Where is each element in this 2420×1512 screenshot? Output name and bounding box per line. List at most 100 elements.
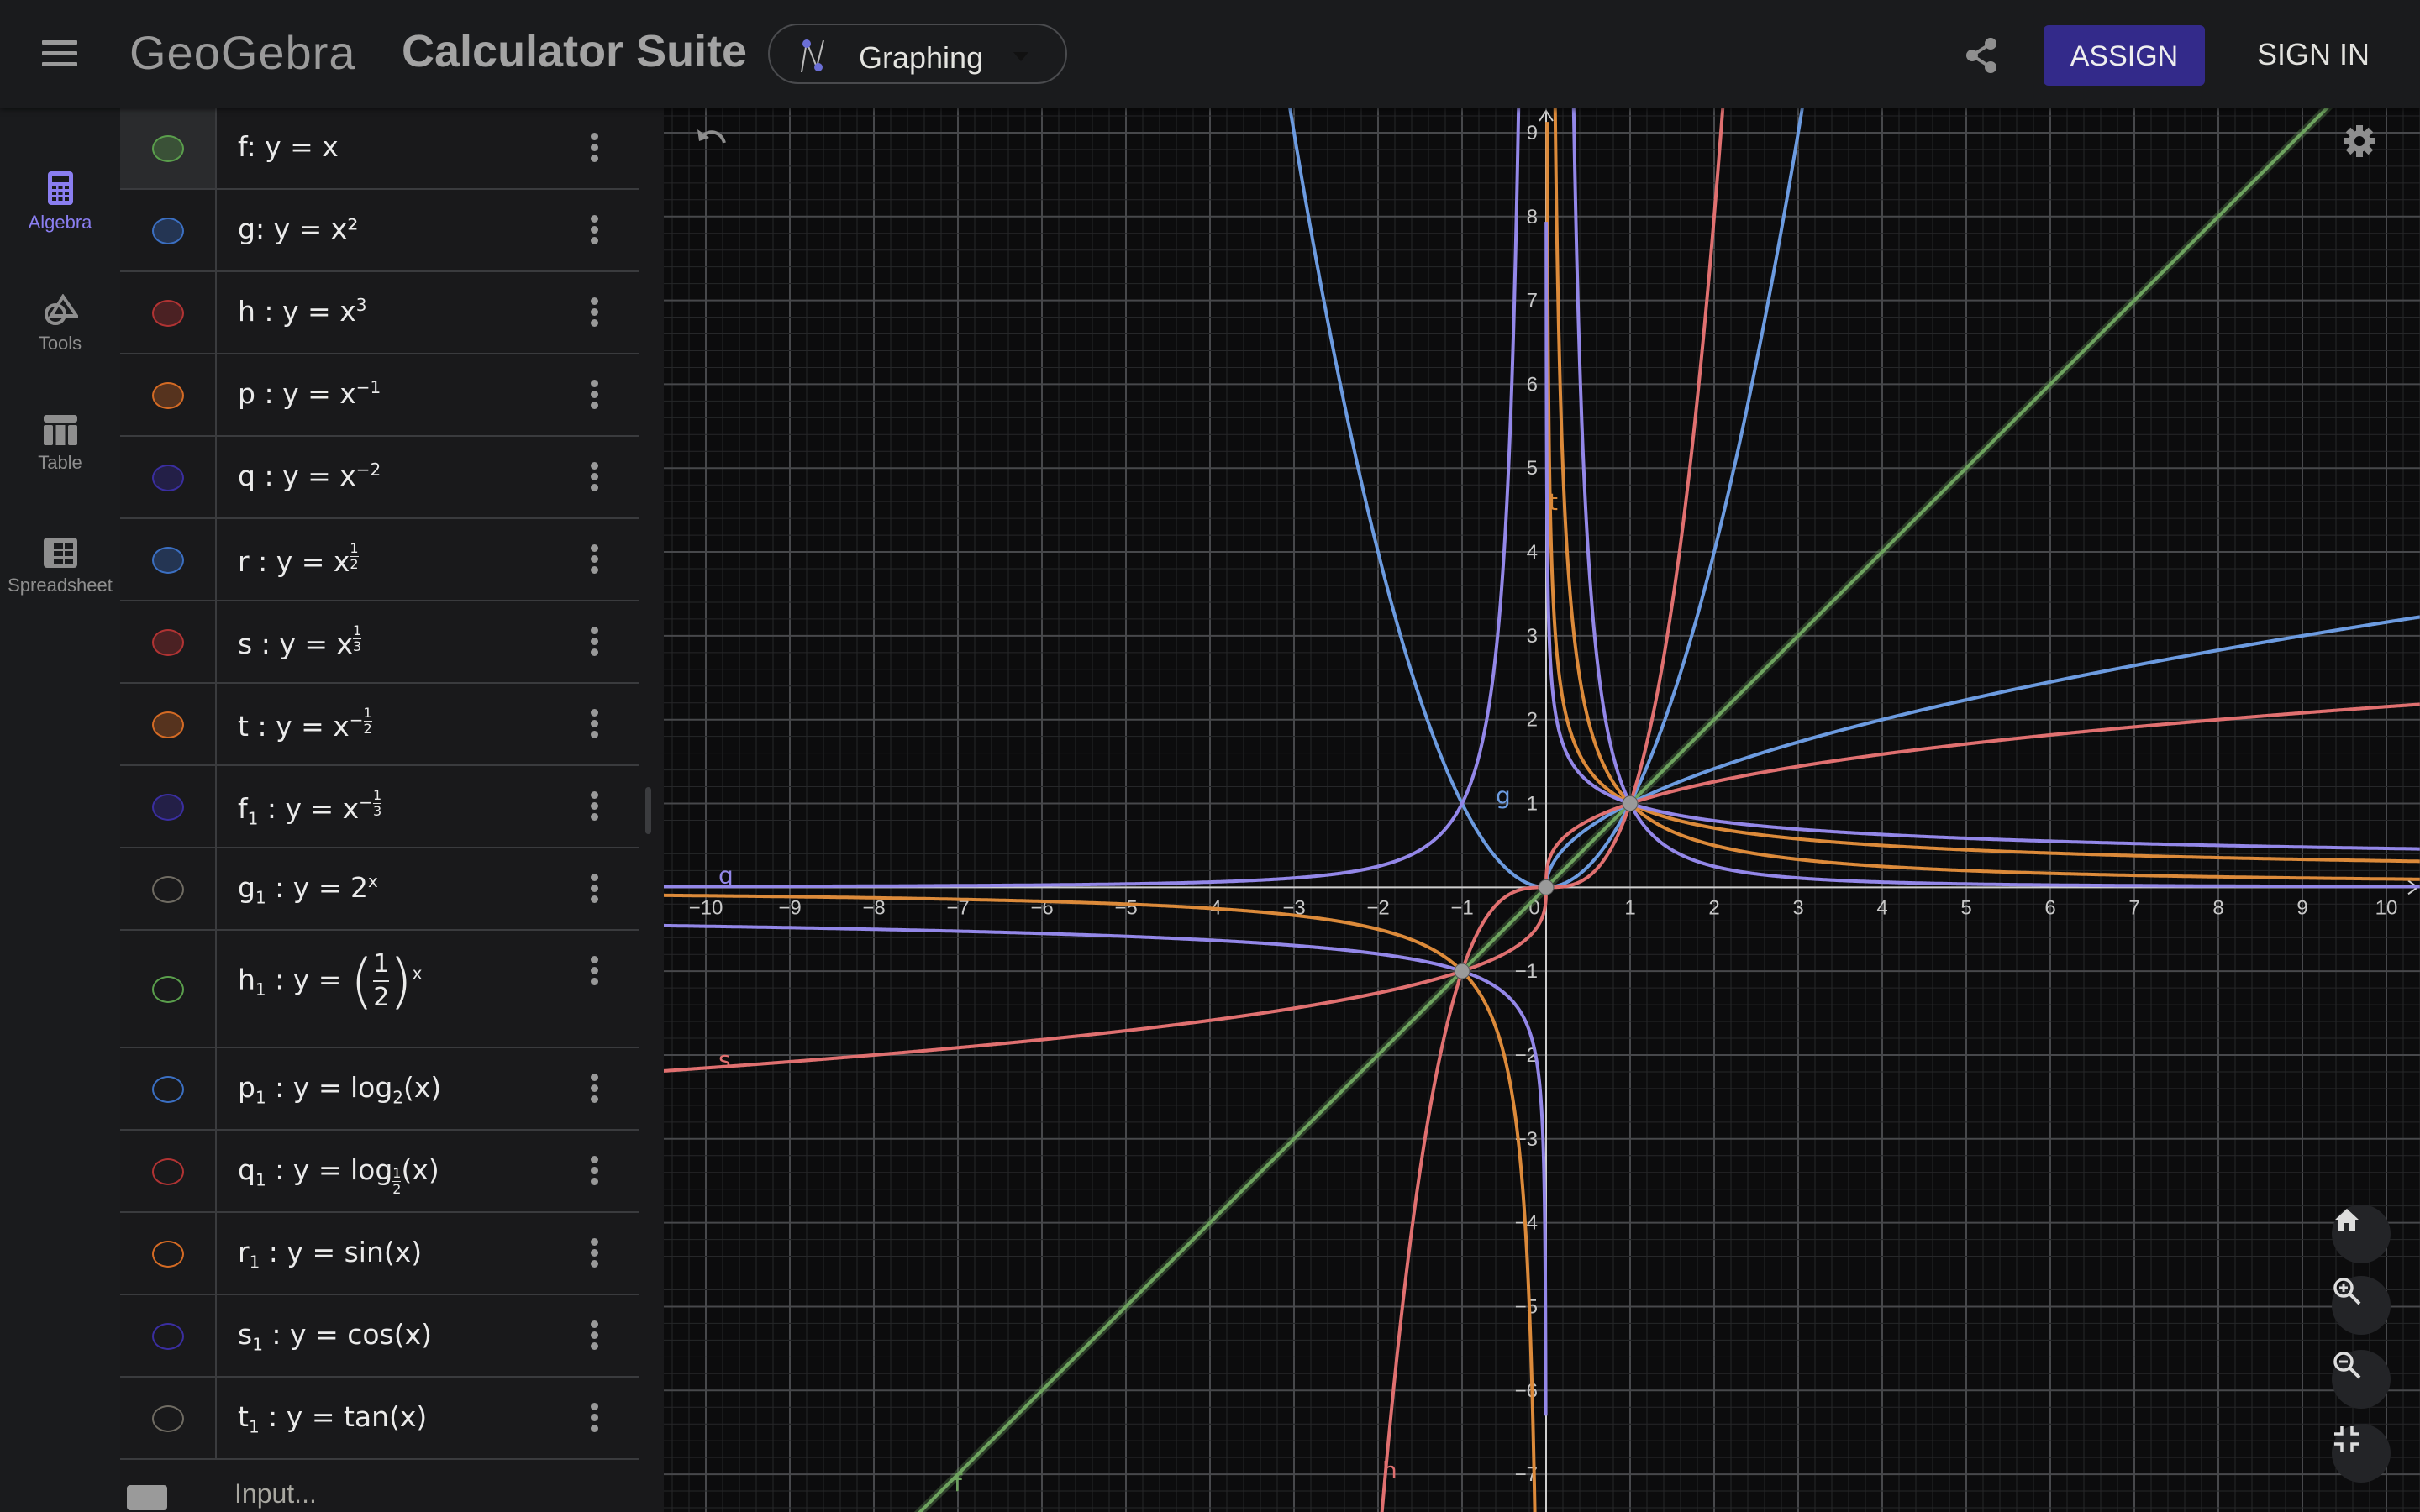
share-icon[interactable] [1965,37,1998,78]
algebra-row-t[interactable]: t : y = x− 1 2 [120,684,639,766]
more-options-icon[interactable] [591,874,601,906]
visibility-toggle-on[interactable] [152,629,184,656]
visibility-toggle-off[interactable] [152,1241,184,1268]
visibility-toggle-off[interactable] [152,1323,184,1350]
algebra-row-t1[interactable]: t1 : y = tan(x) [120,1378,639,1460]
algebra-input[interactable]: Input... [234,1478,317,1509]
more-options-icon[interactable] [591,1403,601,1436]
exponent: x [412,963,423,984]
graphics-view[interactable]: −10 −9 −8 −7 −6 −5 −4 −3 −2 −1 0 1 2 3 4 5 6 7 8 9 10 −7 −6 −5−… [664,108,2420,1512]
object-name: g [238,213,255,245]
object-name: t [238,1400,249,1433]
visibility-toggle-on[interactable] [152,711,184,738]
more-options-icon[interactable] [591,1156,601,1189]
zoom-out-button[interactable] [2332,1350,2391,1409]
x-tick-label: 9 [2296,896,2307,919]
algebra-row-h[interactable]: h : y = x3 [120,272,639,354]
menu-icon[interactable] [42,40,77,67]
visibility-toggle-off[interactable] [152,1405,184,1432]
visibility-toggle-off[interactable] [152,1076,184,1103]
rail-label: Tools [38,333,82,354]
more-options-icon[interactable] [591,627,601,659]
algebra-row-f1[interactable]: f1 : y = x− 1 3 [120,766,639,848]
algebra-row-r1[interactable]: r1 : y = sin(x) [120,1213,639,1295]
algebra-row-p1[interactable]: p1 : y = log2(x) [120,1048,639,1131]
object-name: q [238,459,255,492]
numerator: 1 [373,949,390,979]
intersection-point [1538,879,1555,895]
algebra-row-f[interactable]: f: y = x [120,108,639,190]
zoom-in-button[interactable] [2332,1276,2391,1335]
curve-f1 [664,222,2420,1416]
separator: : [252,627,280,660]
undo-button[interactable] [696,124,755,183]
algebra-expression: q1 : y = log 1 2 (x) [238,1153,439,1196]
more-options-icon[interactable] [591,1074,601,1106]
algebra-row-p[interactable]: p : y = x−1 [120,354,639,437]
fraction-bar [353,638,362,639]
expr-text: y = x [265,130,339,163]
more-options-icon[interactable] [591,709,601,742]
object-name-subscript: 1 [248,1416,260,1437]
algebra-row-g1[interactable]: g1 : y = 2x [120,848,639,931]
visibility-toggle-on[interactable] [152,135,184,162]
app-selector-dropdown[interactable]: Graphing [768,24,1067,84]
visibility-toggle-off[interactable] [152,1158,184,1185]
expr-text: y = log [292,1071,393,1104]
algebra-scrollbar[interactable] [645,787,651,834]
assign-button[interactable]: ASSIGN [2044,25,2205,86]
algebra-input-row[interactable]: Input... [120,1457,639,1512]
algebra-row-s1[interactable]: s1 : y = cos(x) [120,1295,639,1378]
visibility-toggle-on[interactable] [152,547,184,574]
more-options-icon[interactable] [591,956,601,989]
more-options-icon[interactable] [591,133,601,165]
visibility-toggle-off[interactable] [152,976,184,1003]
y-tick-label: 6 [1527,373,1538,396]
graph-canvas[interactable]: −10 −9 −8 −7 −6 −5 −4 −3 −2 −1 0 1 2 3 4 5 6 7 8 9 10−7−6−5−… [664,108,2420,1512]
exponent: x [367,871,378,891]
more-options-icon[interactable] [591,380,601,412]
visibility-toggle-off[interactable] [152,876,184,903]
visibility-toggle-on[interactable] [152,794,184,821]
visibility-toggle-on[interactable] [152,382,184,409]
more-options-icon[interactable] [591,791,601,824]
visibility-toggle-on[interactable] [152,218,184,244]
y-tick-label: 9 [1527,122,1538,144]
rail-item-spreadsheet[interactable]: Spreadsheet [0,538,120,596]
rail-item-tools[interactable]: Tools [0,294,120,354]
y-tick-label: −1 [1515,960,1538,983]
algebra-row-h1[interactable]: h1 : y = (1 2)x [120,931,639,1048]
curve-label-t: t [1549,488,1558,516]
rail-item-algebra[interactable]: Algebra [0,171,120,234]
exit-fullscreen-icon [2334,1426,2360,1452]
keyboard-icon[interactable] [127,1485,167,1510]
more-options-icon[interactable] [591,297,601,330]
more-options-icon[interactable] [591,1238,601,1271]
expr-text: y = log [292,1153,393,1186]
more-options-icon[interactable] [591,462,601,495]
object-name: r [238,545,250,578]
more-options-icon[interactable] [591,544,601,577]
settings-button[interactable] [2343,124,2402,183]
home-button[interactable] [2332,1205,2391,1263]
more-options-icon[interactable] [591,215,601,248]
expr-text: y = cos(x) [290,1318,433,1351]
visibility-toggle-on[interactable] [152,300,184,327]
rail-item-table[interactable]: Table [0,415,120,474]
sign-in-button[interactable]: SIGN IN [2257,37,2370,71]
visibility-toggle-on[interactable] [152,465,184,491]
object-name-subscript: 1 [255,1169,266,1190]
algebra-row-q1[interactable]: q1 : y = log 1 2 (x) [120,1131,639,1213]
expr-text: (x) [403,1071,442,1104]
algebra-row-g[interactable]: g: y = x² [120,190,639,272]
exit-fullscreen-button[interactable] [2332,1424,2391,1483]
visibility-cell [120,108,217,188]
more-options-icon[interactable] [591,1320,601,1353]
curve-label-f: f [954,1469,963,1497]
object-name: f [238,792,248,825]
algebra-row-q[interactable]: q : y = x−2 [120,437,639,519]
